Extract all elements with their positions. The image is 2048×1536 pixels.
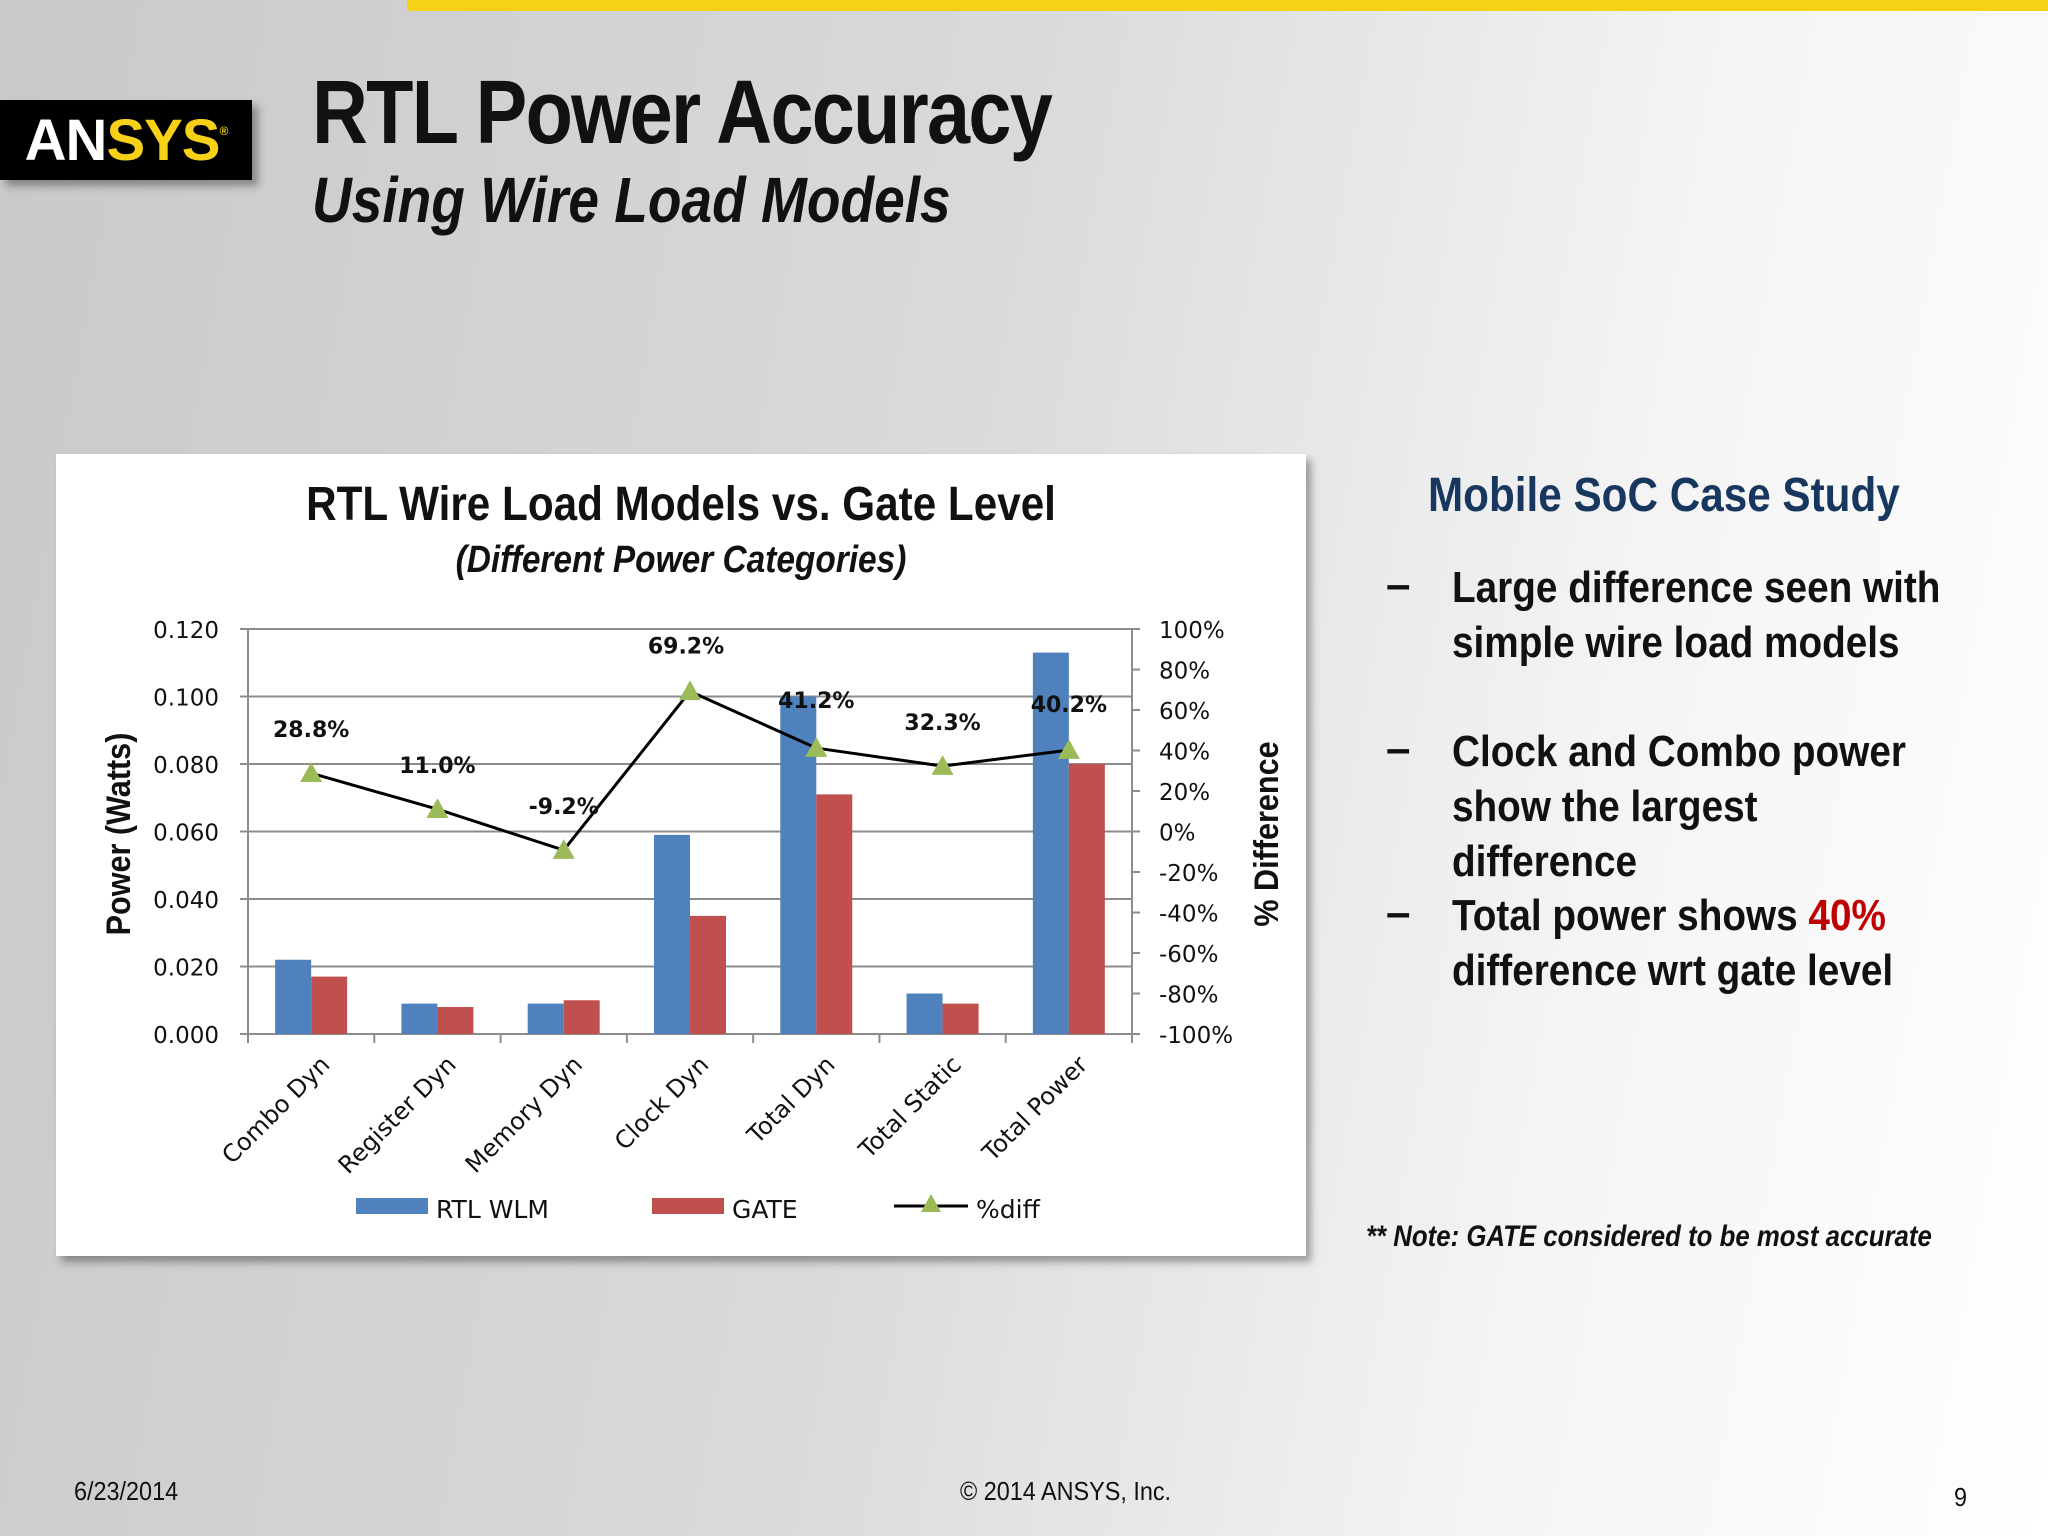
data-label: 28.8% xyxy=(273,718,349,743)
power-chart: RTL Wire Load Models vs. Gate Level (Diff… xyxy=(100,476,1286,1224)
accent-bar xyxy=(407,0,2048,11)
y2-tick-label: -100% xyxy=(1159,1023,1233,1049)
y-tick-label: 0.060 xyxy=(153,821,219,847)
highlight-value: 40% xyxy=(1808,891,1886,940)
bar-gate xyxy=(690,915,726,1034)
y2-tick-label: -80% xyxy=(1159,983,1218,1009)
bar-rtl-wlm xyxy=(654,834,690,1034)
slide-subtitle: Using Wire Load Models xyxy=(312,164,951,236)
x-tick-label: Total Static xyxy=(853,1050,967,1164)
y-tick-label: 0.080 xyxy=(153,753,219,779)
diff-marker xyxy=(679,680,701,701)
diff-marker xyxy=(300,762,323,782)
y2-tick-label: -20% xyxy=(1159,861,1218,887)
x-tick-label: Clock Dyn xyxy=(609,1050,714,1155)
slide-title: RTL Power Accuracy xyxy=(312,63,1053,163)
footer-date: 6/23/2014 xyxy=(74,1476,179,1506)
bar-gate xyxy=(942,1003,979,1034)
x-tick-label: Memory Dyn xyxy=(460,1050,588,1178)
legend-swatch-rtl-wlm xyxy=(356,1198,428,1214)
chart-panel: RTL Wire Load Models vs. Gate Level (Diff… xyxy=(56,454,1306,1256)
y2-tick-label: 20% xyxy=(1159,780,1210,806)
diff-marker xyxy=(552,839,575,859)
y-tick-label: 0.000 xyxy=(153,1023,219,1049)
chart-title: RTL Wire Load Models vs. Gate Level xyxy=(306,476,1056,530)
legend-swatch-gate xyxy=(652,1198,724,1214)
bar-rtl-wlm xyxy=(275,959,312,1034)
y2-tick-label: 0% xyxy=(1159,821,1196,847)
legend-marker-diff xyxy=(921,1194,941,1212)
data-label: 40.2% xyxy=(1031,693,1107,718)
diff-marker xyxy=(1057,739,1080,759)
bar-gate xyxy=(816,794,853,1034)
x-tick-label: Register Dyn xyxy=(333,1050,462,1179)
data-label: 69.2% xyxy=(648,634,724,659)
diff-marker xyxy=(805,737,828,757)
x-tick-label: Combo Dyn xyxy=(216,1050,335,1169)
diff-marker xyxy=(931,755,954,775)
bullet-dash: – xyxy=(1386,888,1411,937)
y-tick-label: 0.120 xyxy=(153,618,219,644)
y2-tick-label: -40% xyxy=(1159,902,1218,928)
bar-gate xyxy=(563,1000,600,1034)
data-label: 41.2% xyxy=(778,689,854,714)
bar-gate xyxy=(311,976,348,1034)
y2-tick-label: -60% xyxy=(1159,942,1218,968)
case-study-heading: Mobile SoC Case Study xyxy=(1428,469,1900,522)
x-tick-label: Total Dyn xyxy=(741,1050,840,1149)
diff-marker xyxy=(426,798,449,819)
bar-gate xyxy=(1068,764,1105,1034)
y2-tick-label: 40% xyxy=(1159,740,1210,766)
legend-label: GATE xyxy=(732,1195,798,1224)
bullet-dash: – xyxy=(1386,560,1411,609)
bar-rtl-wlm xyxy=(1032,652,1069,1034)
bar-rtl-wlm xyxy=(906,993,943,1034)
bar-rtl-wlm xyxy=(401,1003,438,1034)
bar-gate xyxy=(437,1007,474,1034)
y-tick-label: 0.040 xyxy=(153,888,219,914)
chart-subtitle: (Different Power Categories) xyxy=(456,538,907,580)
bullet-text: Clock and Combo power show the largest d… xyxy=(1452,727,1906,886)
x-tick-label: Total Power xyxy=(976,1050,1093,1167)
y-tick-label: 0.020 xyxy=(153,956,219,982)
footer-copyright: © 2014 ANSYS, Inc. xyxy=(960,1476,1172,1506)
y-axis-label: Power (Watts) xyxy=(100,733,138,936)
bullet-text: Total power shows 40% difference wrt gat… xyxy=(1452,891,1894,995)
y2-tick-label: 60% xyxy=(1159,699,1210,725)
y2-axis-label: % Difference xyxy=(1248,741,1286,926)
page-number: 9 xyxy=(1954,1482,1968,1512)
ansys-logo: AN SYS ® xyxy=(0,100,252,180)
bullet-text: Large difference seen with simple wire l… xyxy=(1452,563,1941,667)
y-tick-label: 0.100 xyxy=(153,686,219,712)
data-label: 32.3% xyxy=(904,711,980,736)
accuracy-note: ** Note: GATE considered to be most accu… xyxy=(1366,1220,1932,1253)
legend-label: RTL WLM xyxy=(436,1195,549,1224)
data-label: 11.0% xyxy=(399,754,475,779)
y2-tick-label: 80% xyxy=(1159,659,1210,685)
y2-tick-label: 100% xyxy=(1159,618,1225,644)
bar-rtl-wlm xyxy=(527,1003,564,1034)
legend-label: %diff xyxy=(976,1195,1041,1224)
data-label: -9.2% xyxy=(529,795,599,820)
bullet-dash: – xyxy=(1386,724,1411,773)
